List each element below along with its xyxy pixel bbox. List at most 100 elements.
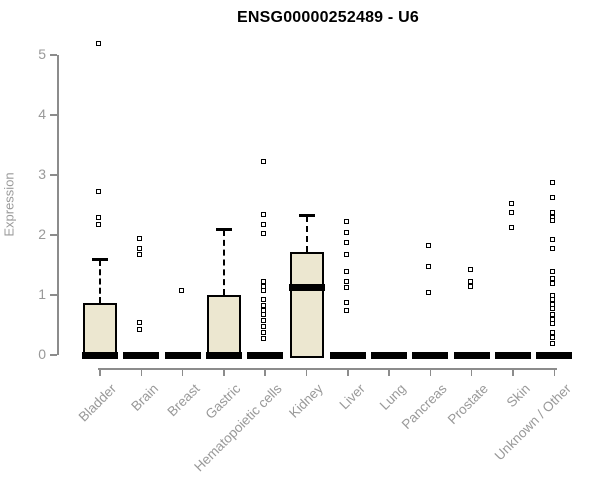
outlier-point bbox=[261, 324, 267, 330]
median-line bbox=[247, 351, 284, 359]
outlier-point bbox=[426, 289, 432, 295]
median-line bbox=[495, 351, 531, 359]
outlier-point bbox=[467, 278, 473, 284]
outlier-point bbox=[343, 300, 349, 306]
whisker-line bbox=[305, 216, 308, 252]
outlier-point bbox=[550, 209, 556, 215]
outlier-point bbox=[509, 200, 514, 206]
y-tick-label: 5 bbox=[38, 46, 46, 62]
outlier-point bbox=[550, 217, 556, 223]
x-category-label: Prostate bbox=[445, 381, 492, 428]
x-axis-line bbox=[98, 368, 558, 370]
outlier-point bbox=[550, 306, 556, 312]
outlier-point bbox=[261, 330, 267, 336]
x-axis-tick bbox=[181, 368, 184, 376]
outlier-point bbox=[550, 275, 556, 281]
outlier-point bbox=[550, 334, 556, 340]
outlier-point bbox=[261, 288, 267, 294]
x-axis-tick bbox=[305, 368, 308, 376]
outlier-point bbox=[261, 211, 267, 217]
median-line bbox=[536, 351, 573, 359]
outlier-point bbox=[137, 319, 143, 325]
outlier-point bbox=[467, 283, 473, 289]
outlier-point bbox=[137, 235, 143, 241]
median-line bbox=[288, 284, 325, 292]
whisker-cap bbox=[215, 228, 232, 231]
whisker-line bbox=[222, 230, 225, 296]
y-tick-label: 3 bbox=[38, 166, 46, 182]
x-category-label: Skin bbox=[503, 381, 533, 411]
outlier-point bbox=[550, 329, 556, 335]
outlier-point bbox=[426, 264, 432, 270]
outlier-point bbox=[261, 318, 267, 324]
outlier-point bbox=[261, 221, 267, 227]
outlier-point bbox=[550, 301, 556, 307]
outlier-point bbox=[426, 243, 432, 249]
x-category-label: Kidney bbox=[286, 381, 327, 421]
chart-title: ENSG00000252489 - U6 bbox=[237, 9, 419, 26]
y-axis-tick bbox=[50, 174, 57, 176]
x-category-label: Breast bbox=[164, 381, 203, 420]
outlier-point bbox=[343, 307, 349, 313]
outlier-point bbox=[550, 245, 556, 251]
x-axis-tick bbox=[140, 368, 143, 376]
outlier-point bbox=[261, 335, 267, 341]
x-axis-tick bbox=[223, 368, 225, 376]
y-tick-label: 0 bbox=[38, 346, 46, 362]
x-axis-tick bbox=[429, 368, 432, 376]
outlier-point bbox=[96, 189, 101, 195]
outlier-point bbox=[550, 280, 556, 286]
outlier-point bbox=[96, 40, 101, 46]
median-line bbox=[164, 351, 201, 359]
x-category-label: Brain bbox=[128, 381, 161, 414]
outlier-point bbox=[261, 302, 267, 308]
x-axis-tick bbox=[470, 368, 473, 376]
y-axis-tick bbox=[50, 354, 57, 356]
outlier-point bbox=[343, 219, 349, 225]
outlier-point bbox=[261, 311, 267, 317]
outlier-point bbox=[343, 279, 349, 285]
outlier-point bbox=[137, 252, 143, 258]
x-category-label: Unknown / Other bbox=[491, 381, 574, 464]
outlier-point bbox=[343, 240, 349, 246]
median-line bbox=[412, 351, 449, 359]
x-axis-tick bbox=[347, 368, 349, 376]
x-category-label: Lung bbox=[376, 381, 409, 413]
median-line bbox=[329, 351, 366, 359]
outlier-point bbox=[550, 316, 556, 322]
outlier-point bbox=[137, 245, 143, 251]
y-tick-label: 1 bbox=[38, 286, 46, 302]
outlier-point bbox=[550, 321, 556, 327]
y-tick-label: 2 bbox=[38, 226, 46, 242]
outlier-point bbox=[550, 296, 556, 302]
outlier-point bbox=[343, 284, 349, 290]
outlier-point bbox=[343, 229, 349, 235]
median-line bbox=[371, 351, 408, 359]
box bbox=[289, 252, 324, 358]
outlier-point bbox=[261, 283, 267, 289]
outlier-point bbox=[261, 231, 267, 237]
outlier-point bbox=[178, 287, 184, 293]
x-category-label: Pancreas bbox=[399, 381, 451, 432]
outlier-point bbox=[550, 268, 556, 274]
outlier-point bbox=[509, 210, 514, 216]
outlier-point bbox=[509, 224, 514, 230]
x-category-label: Bladder bbox=[76, 381, 120, 425]
y-axis-tick bbox=[50, 294, 57, 296]
y-tick-label: 4 bbox=[38, 106, 46, 122]
x-axis-tick bbox=[264, 368, 266, 376]
outlier-point bbox=[550, 311, 556, 317]
x-axis-tick bbox=[99, 368, 101, 376]
x-category-label: Liver bbox=[336, 381, 368, 413]
whisker-line bbox=[99, 260, 101, 303]
y-axis-tick bbox=[50, 234, 57, 236]
median-line bbox=[123, 351, 160, 359]
median-line bbox=[453, 351, 490, 359]
outlier-point bbox=[261, 158, 267, 164]
outlier-point bbox=[550, 236, 556, 242]
whisker-cap bbox=[298, 214, 315, 218]
outlier-point bbox=[467, 266, 473, 272]
x-axis-tick bbox=[512, 368, 514, 376]
outlier-point bbox=[137, 327, 143, 333]
y-axis-tick bbox=[50, 54, 57, 56]
